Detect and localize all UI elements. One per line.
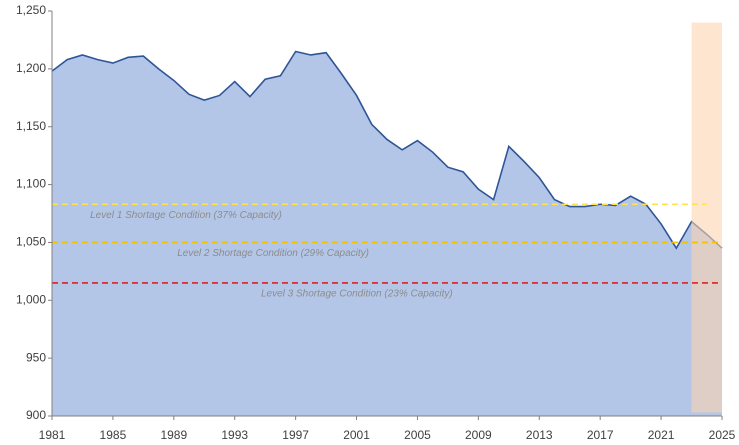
x-tick-label: 2009 <box>465 428 492 442</box>
y-tick-label: 950 <box>26 350 46 364</box>
area <box>52 51 722 416</box>
x-tick-label: 1993 <box>221 428 248 442</box>
x-tick-label: 2001 <box>343 428 370 442</box>
y-tick-label: 1,000 <box>16 292 46 306</box>
x-tick-label: 2021 <box>648 428 675 442</box>
y-tick-label: 1,150 <box>16 119 46 133</box>
x-tick-label: 2013 <box>526 428 553 442</box>
highlight-band <box>691 22 722 413</box>
y-tick-label: 1,100 <box>16 177 46 191</box>
y-tick-label: 1,200 <box>16 61 46 75</box>
x-tick-label: 1981 <box>39 428 66 442</box>
reference-label: Level 1 Shortage Condition (37% Capacity… <box>90 210 282 221</box>
y-tick-label: 1,250 <box>16 3 46 17</box>
x-tick-label: 1997 <box>282 428 309 442</box>
x-tick-label: 2017 <box>587 428 614 442</box>
x-tick-label: 1985 <box>100 428 127 442</box>
x-tick-label: 1989 <box>160 428 187 442</box>
reference-label: Level 2 Shortage Condition (29% Capacity… <box>177 248 369 259</box>
y-tick-label: 900 <box>26 408 46 422</box>
reference-label: Level 3 Shortage Condition (23% Capacity… <box>261 289 453 300</box>
x-tick-label: 2025 <box>709 428 736 442</box>
x-tick-label: 2005 <box>404 428 431 442</box>
line <box>51 50 723 250</box>
y-tick-label: 1,050 <box>16 235 46 249</box>
